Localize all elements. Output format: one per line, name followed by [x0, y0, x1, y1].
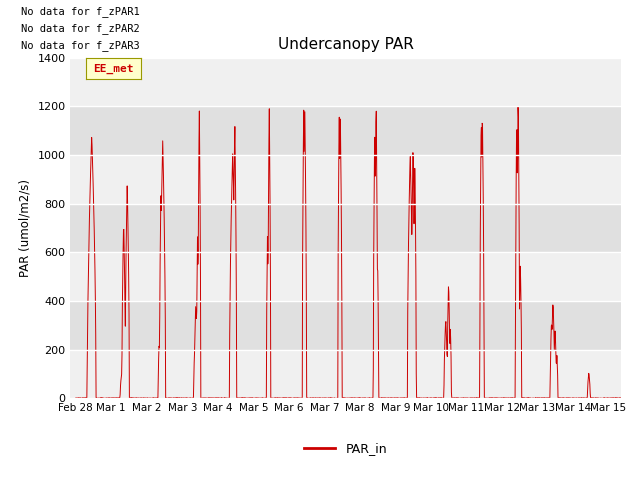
Title: Undercanopy PAR: Undercanopy PAR — [278, 37, 413, 52]
Legend: PAR_in: PAR_in — [299, 437, 392, 460]
Bar — [70, 252, 621, 301]
Bar — [70, 106, 621, 155]
Text: No data for f_zPAR3: No data for f_zPAR3 — [21, 41, 140, 51]
Bar — [70, 58, 621, 106]
Y-axis label: PAR (umol/m2/s): PAR (umol/m2/s) — [19, 179, 32, 277]
Text: No data for f_zPAR1: No data for f_zPAR1 — [21, 7, 140, 17]
Text: EE_met: EE_met — [93, 63, 134, 73]
Bar — [70, 301, 621, 350]
Bar — [70, 350, 621, 398]
Text: No data for f_zPAR2: No data for f_zPAR2 — [21, 24, 140, 35]
Bar — [70, 155, 621, 204]
Bar — [70, 204, 621, 252]
